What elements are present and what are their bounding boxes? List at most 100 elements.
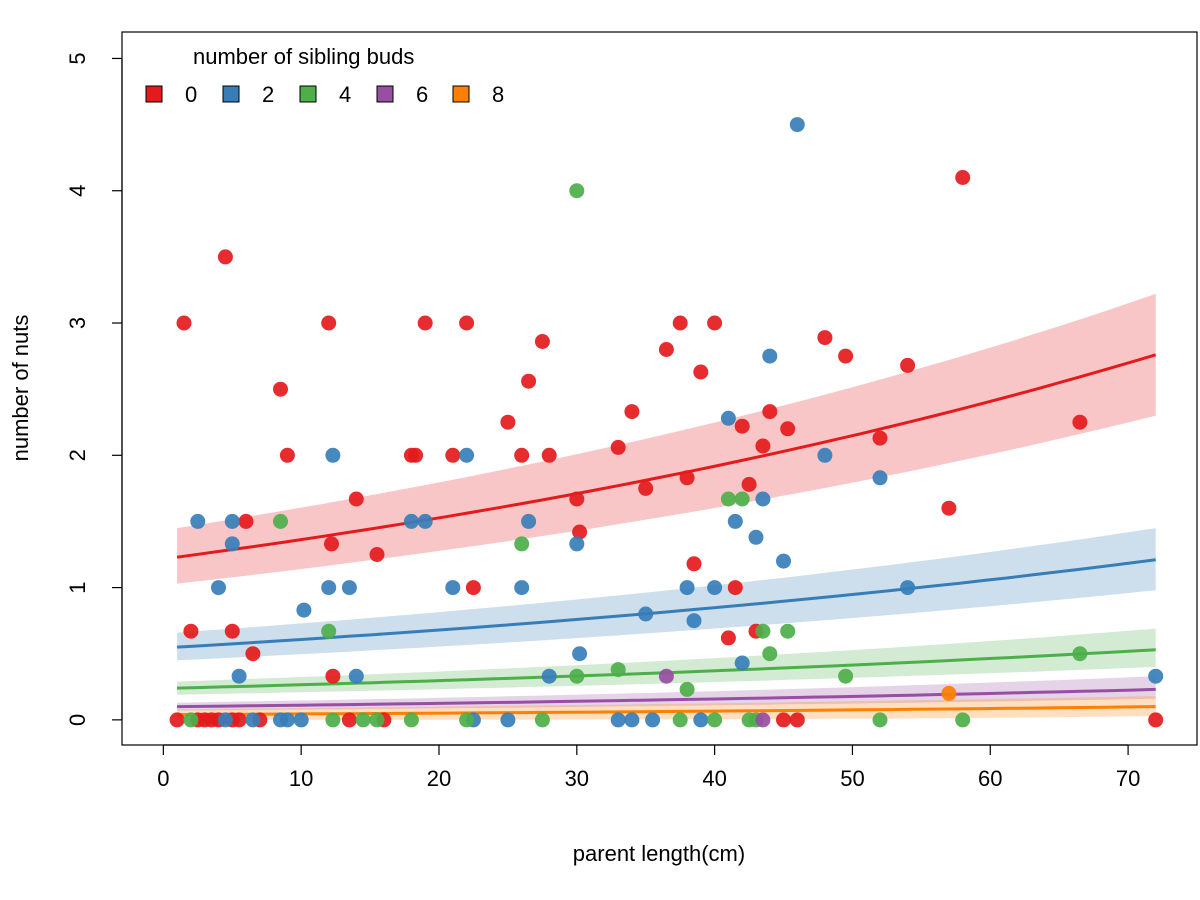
data-point-0 xyxy=(762,404,778,420)
y-tick-label: 0 xyxy=(65,714,90,726)
legend-swatch-2 xyxy=(222,85,240,103)
data-point-0 xyxy=(672,315,688,331)
data-point-4 xyxy=(1072,646,1088,662)
data-point-4 xyxy=(273,513,288,529)
data-point-2 xyxy=(245,712,261,728)
data-point-0 xyxy=(838,348,854,364)
x-tick-label: 10 xyxy=(289,766,313,791)
y-tick-label: 5 xyxy=(65,52,90,64)
y-tick-label: 4 xyxy=(65,185,90,197)
y-axis: 0 1 2 3 4 5 xyxy=(65,52,123,726)
data-point-4 xyxy=(720,491,736,507)
data-point-2 xyxy=(296,602,312,618)
data-point-0 xyxy=(720,630,736,646)
confidence-band-4 xyxy=(177,628,1156,695)
data-point-0 xyxy=(325,668,341,684)
data-point-2 xyxy=(500,712,516,728)
data-point-2 xyxy=(569,536,585,552)
data-point-0 xyxy=(445,447,461,463)
data-point-0 xyxy=(789,712,805,728)
data-point-2 xyxy=(1148,668,1164,684)
data-point-2 xyxy=(341,580,357,596)
data-point-2 xyxy=(645,712,661,728)
data-point-0 xyxy=(183,623,199,639)
legend-swatch-4 xyxy=(299,85,317,103)
data-point-0 xyxy=(176,315,192,331)
data-point-0 xyxy=(817,330,833,346)
data-point-0 xyxy=(465,580,481,596)
data-point-6 xyxy=(658,668,674,684)
data-point-4 xyxy=(403,712,419,728)
data-point-2 xyxy=(514,580,530,596)
data-point-0 xyxy=(727,580,743,596)
data-point-2 xyxy=(776,553,791,569)
data-point-0 xyxy=(341,712,357,728)
data-points xyxy=(169,117,1164,728)
data-point-0 xyxy=(245,646,261,662)
data-point-4 xyxy=(355,712,371,728)
data-point-0 xyxy=(941,500,957,516)
data-point-4 xyxy=(569,183,585,199)
data-point-0 xyxy=(679,470,695,486)
data-point-0 xyxy=(534,334,550,349)
data-point-4 xyxy=(755,623,771,639)
data-point-2 xyxy=(610,712,626,728)
legend-label-8: 8 xyxy=(492,82,504,107)
data-point-0 xyxy=(408,447,424,463)
data-point-2 xyxy=(624,712,640,728)
data-point-4 xyxy=(534,712,550,728)
data-point-0 xyxy=(279,447,295,463)
fit-line-2 xyxy=(177,558,1156,649)
y-tick-label: 1 xyxy=(65,581,90,593)
data-point-4 xyxy=(514,536,530,552)
data-point-4 xyxy=(369,712,385,728)
data-point-2 xyxy=(762,348,778,364)
data-point-2 xyxy=(224,536,240,552)
confidence-band-6 xyxy=(177,676,1156,711)
data-point-0 xyxy=(755,438,771,454)
data-point-2 xyxy=(693,712,709,728)
x-tick-label: 30 xyxy=(565,766,589,791)
data-point-4 xyxy=(762,646,778,662)
data-point-2 xyxy=(321,580,337,596)
data-point-0 xyxy=(238,513,254,529)
data-point-2 xyxy=(872,470,888,486)
data-point-2 xyxy=(720,410,736,426)
data-point-2 xyxy=(279,712,295,728)
data-point-0 xyxy=(638,480,654,496)
legend-swatch-8 xyxy=(452,85,470,103)
data-point-8 xyxy=(941,685,957,701)
data-point-4 xyxy=(780,623,796,639)
data-point-0 xyxy=(1148,712,1164,728)
data-point-0 xyxy=(324,536,339,552)
x-tick-label: 60 xyxy=(978,766,1002,791)
data-point-2 xyxy=(417,513,433,529)
data-point-0 xyxy=(658,342,674,357)
data-point-2 xyxy=(459,447,475,463)
data-point-2 xyxy=(231,668,247,684)
data-point-4 xyxy=(569,668,585,684)
x-tick-label: 20 xyxy=(427,766,451,791)
data-point-2 xyxy=(817,447,833,463)
data-point-0 xyxy=(169,712,185,728)
data-point-0 xyxy=(459,315,475,331)
data-point-2 xyxy=(217,712,233,728)
data-point-2 xyxy=(403,513,419,529)
data-point-0 xyxy=(734,418,750,434)
data-point-4 xyxy=(672,712,688,728)
data-point-0 xyxy=(776,712,791,728)
data-point-2 xyxy=(748,529,764,545)
data-point-6 xyxy=(755,712,771,728)
confidence-band-2 xyxy=(177,528,1156,661)
data-point-0 xyxy=(900,357,916,373)
legend-swatch-0 xyxy=(145,85,163,103)
data-point-4 xyxy=(838,668,854,684)
confidence-bands xyxy=(177,293,1156,720)
data-point-2 xyxy=(686,613,702,629)
data-point-4 xyxy=(955,712,971,728)
data-point-2 xyxy=(679,580,695,596)
data-point-4 xyxy=(459,712,475,728)
legend-label-2: 2 xyxy=(262,82,274,107)
data-point-0 xyxy=(872,430,888,446)
data-point-2 xyxy=(789,117,805,133)
